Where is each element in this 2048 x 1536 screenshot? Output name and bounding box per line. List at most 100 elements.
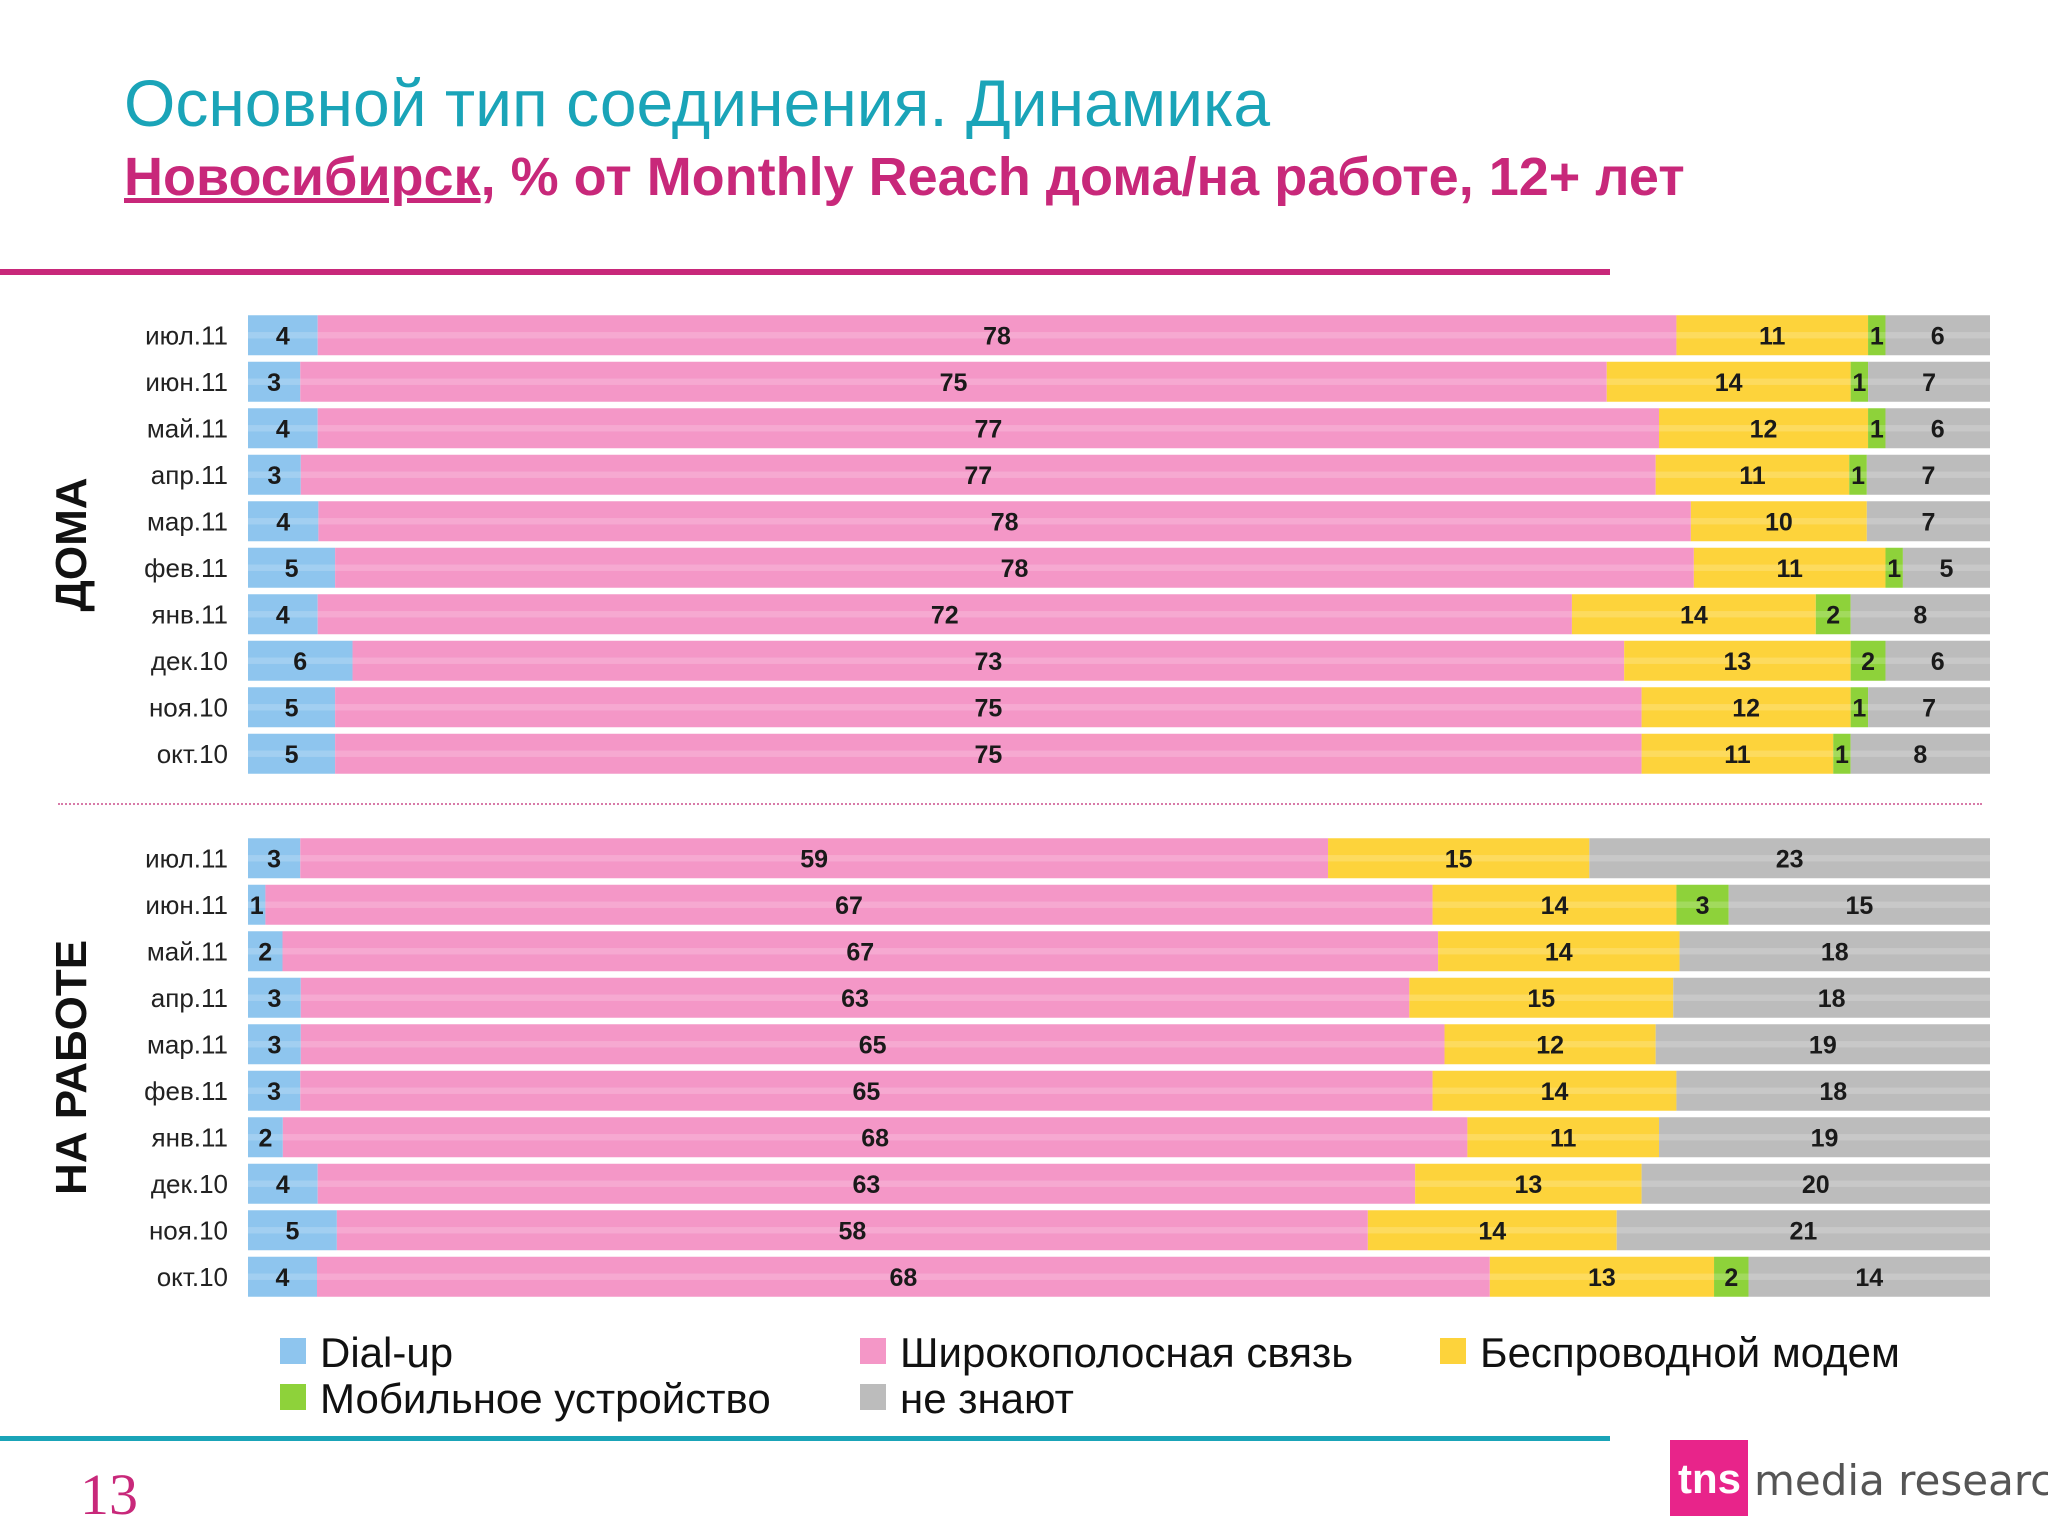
bar-highlight: [335, 704, 1642, 711]
bar-highlight: [300, 378, 1607, 385]
bar-highlight: [1748, 1273, 1990, 1280]
bar-highlight: [1655, 1041, 1990, 1048]
bar-broadband: [300, 454, 1656, 495]
bar-highlight: [300, 1087, 1433, 1094]
data-label: 5: [285, 741, 299, 769]
data-label: 77: [974, 415, 1002, 443]
bar-highlight: [1659, 425, 1869, 432]
bar-broadband: [300, 838, 1329, 879]
subtitle-text: , % от Monthly Reach дома/на работе, 12+…: [480, 147, 1685, 207]
bar-unknown: [1850, 733, 1990, 774]
subtitle-city-link[interactable]: Новосибирск: [124, 147, 481, 207]
data-label: 1: [1852, 369, 1866, 397]
category-label: ноя.10: [149, 1215, 228, 1245]
bar-wireless: [1641, 733, 1834, 774]
category-label: дек.10: [151, 1169, 228, 1199]
category-label: апр.11: [151, 460, 228, 490]
data-label: 1: [1870, 322, 1884, 350]
bar-broadband: [335, 733, 1642, 774]
bar-broadband: [316, 1256, 1490, 1297]
data-label: 14: [1855, 1264, 1883, 1292]
bar-highlight: [248, 750, 336, 757]
bar-broadband: [300, 1024, 1445, 1065]
data-label: 13: [1724, 648, 1752, 676]
data-label: 1: [1851, 462, 1865, 490]
panel-divider: [58, 803, 1982, 805]
legend-swatch-wireless: [1440, 1338, 1466, 1364]
bar-mobile: [1849, 454, 1867, 495]
bar-wireless: [1624, 640, 1851, 681]
bar-highlight: [300, 471, 1656, 478]
bar-unknown: [1868, 687, 1990, 728]
data-label: 63: [853, 1171, 881, 1199]
bar-broadband: [352, 640, 1625, 681]
category-label: янв.11: [152, 1122, 228, 1152]
data-label: 5: [1939, 555, 1953, 583]
page-number: 13: [80, 1462, 138, 1527]
bar-highlight: [1850, 750, 1990, 757]
data-label: 8: [1913, 741, 1927, 769]
tns-logo: tns media research: [1670, 1440, 2048, 1516]
bar-highlight: [1902, 564, 1990, 571]
category-label: ноя.10: [149, 692, 228, 722]
data-label: 12: [1536, 1031, 1564, 1059]
data-label: 2: [1861, 648, 1875, 676]
bar-highlight: [317, 1180, 1416, 1187]
bar-broadband: [317, 1163, 1416, 1204]
data-label: 11: [1739, 462, 1766, 490]
bar-highlight: [1489, 1273, 1715, 1280]
logo-text: media research: [1754, 1456, 2048, 1505]
data-label: 2: [1724, 1264, 1738, 1292]
bar-highlight: [317, 332, 1677, 339]
bar-wireless: [1467, 1117, 1660, 1158]
logo-badge-text: tns: [1678, 1455, 1741, 1502]
legend-label-wireless: Беспроводной модем: [1480, 1329, 1900, 1376]
bar-mobile: [1676, 884, 1729, 925]
bar-highlight: [1885, 657, 1990, 664]
bar-broadband: [335, 687, 1642, 728]
data-label: 4: [276, 1171, 290, 1199]
page-title: Основной тип соединения. Динамика: [124, 66, 1271, 140]
bar-highlight: [248, 901, 266, 908]
data-label: 77: [964, 462, 992, 490]
header-rule: [0, 269, 1610, 275]
data-label: 13: [1514, 1171, 1542, 1199]
bar-highlight: [300, 1041, 1445, 1048]
bar-highlight: [317, 611, 1572, 618]
category-label: май.11: [147, 936, 228, 966]
bar-highlight: [1885, 564, 1903, 571]
bar-unknown: [1673, 977, 1990, 1018]
data-label: 5: [285, 694, 299, 722]
chart-legend: Dial-up Широкополосная связь Беспроводно…: [280, 1330, 1980, 1426]
bar-dialup: [248, 315, 318, 356]
bar-highlight: [248, 471, 301, 478]
category-label: май.11: [147, 413, 228, 443]
data-label: 14: [1478, 1217, 1506, 1245]
data-label: 5: [285, 555, 299, 583]
data-label: 68: [889, 1264, 917, 1292]
bar-highlight: [300, 855, 1329, 862]
bar-highlight: [1849, 471, 1867, 478]
bar-unknown: [1679, 931, 1990, 972]
data-label: 11: [1724, 741, 1751, 769]
data-label: 6: [1931, 415, 1945, 443]
bar-highlight: [248, 378, 301, 385]
bar-highlight: [248, 1273, 317, 1280]
bar-unknown: [1868, 361, 1990, 402]
bar-wireless: [1444, 1024, 1656, 1065]
bar-dialup: [248, 408, 318, 449]
bar-dialup: [248, 1024, 301, 1065]
bar-unknown: [1866, 454, 1990, 495]
bar-wireless: [1655, 454, 1850, 495]
bar-highlight: [1641, 750, 1834, 757]
bar-mobile: [1850, 361, 1869, 402]
bar-mobile: [1833, 733, 1851, 774]
bar-unknown: [1659, 1117, 1990, 1158]
legend-label-broadband: Широкополосная связь: [900, 1329, 1354, 1376]
bar-dialup: [248, 547, 336, 588]
data-label: 58: [838, 1217, 866, 1245]
bar-highlight: [1850, 378, 1869, 385]
bar-highlight: [1606, 378, 1851, 385]
bar-unknown: [1885, 315, 1990, 356]
